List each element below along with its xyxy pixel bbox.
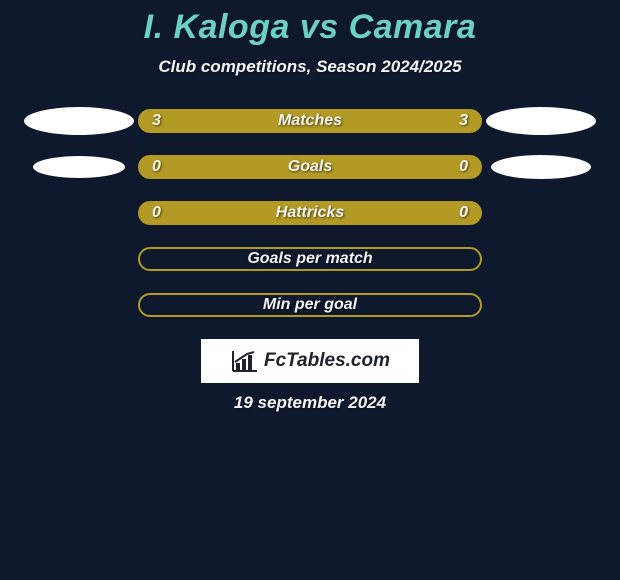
comparison-infographic: I. Kaloga vs Camara Club competitions, S…: [0, 0, 620, 580]
left-value-goals: 0: [152, 158, 161, 176]
left-value-hattricks: 0: [152, 204, 161, 222]
date-label: 19 september 2024: [0, 393, 620, 413]
bar-hattricks: 0 Hattricks 0: [138, 201, 482, 225]
ellipse-right-matches: [486, 107, 596, 135]
right-value-goals: 0: [459, 158, 468, 176]
brand-box: FcTables.com: [201, 339, 419, 383]
stat-row-mpg: Min per goal: [0, 293, 620, 317]
bar-goals: 0 Goals 0: [138, 155, 482, 179]
bar-label-hattricks: Hattricks: [276, 204, 344, 222]
bar-label-matches: Matches: [278, 112, 342, 130]
right-value-matches: 3: [459, 112, 468, 130]
brand-chart-icon: [230, 350, 258, 372]
right-value-hattricks: 0: [459, 204, 468, 222]
ellipse-right-goals: [491, 155, 591, 179]
bar-label-mpg: Min per goal: [263, 296, 357, 314]
stat-row-gpm: Goals per match: [0, 247, 620, 271]
ellipse-left-goals: [33, 156, 125, 178]
right-marker-goals: [482, 155, 600, 179]
bar-mpg: Min per goal: [138, 293, 482, 317]
left-marker-goals: [20, 156, 138, 178]
stat-row-goals: 0 Goals 0: [0, 155, 620, 179]
left-value-matches: 3: [152, 112, 161, 130]
right-marker-matches: [482, 107, 600, 135]
bar-label-goals: Goals: [288, 158, 332, 176]
bar-gpm: Goals per match: [138, 247, 482, 271]
ellipse-left-matches: [24, 107, 134, 135]
page-title: I. Kaloga vs Camara: [0, 8, 620, 47]
page-subtitle: Club competitions, Season 2024/2025: [0, 57, 620, 77]
stat-row-hattricks: 0 Hattricks 0: [0, 201, 620, 225]
bar-matches: 3 Matches 3: [138, 109, 482, 133]
bar-label-gpm: Goals per match: [247, 250, 372, 268]
brand-text: FcTables.com: [264, 350, 390, 372]
stat-row-matches: 3 Matches 3: [0, 109, 620, 133]
left-marker-matches: [20, 107, 138, 135]
